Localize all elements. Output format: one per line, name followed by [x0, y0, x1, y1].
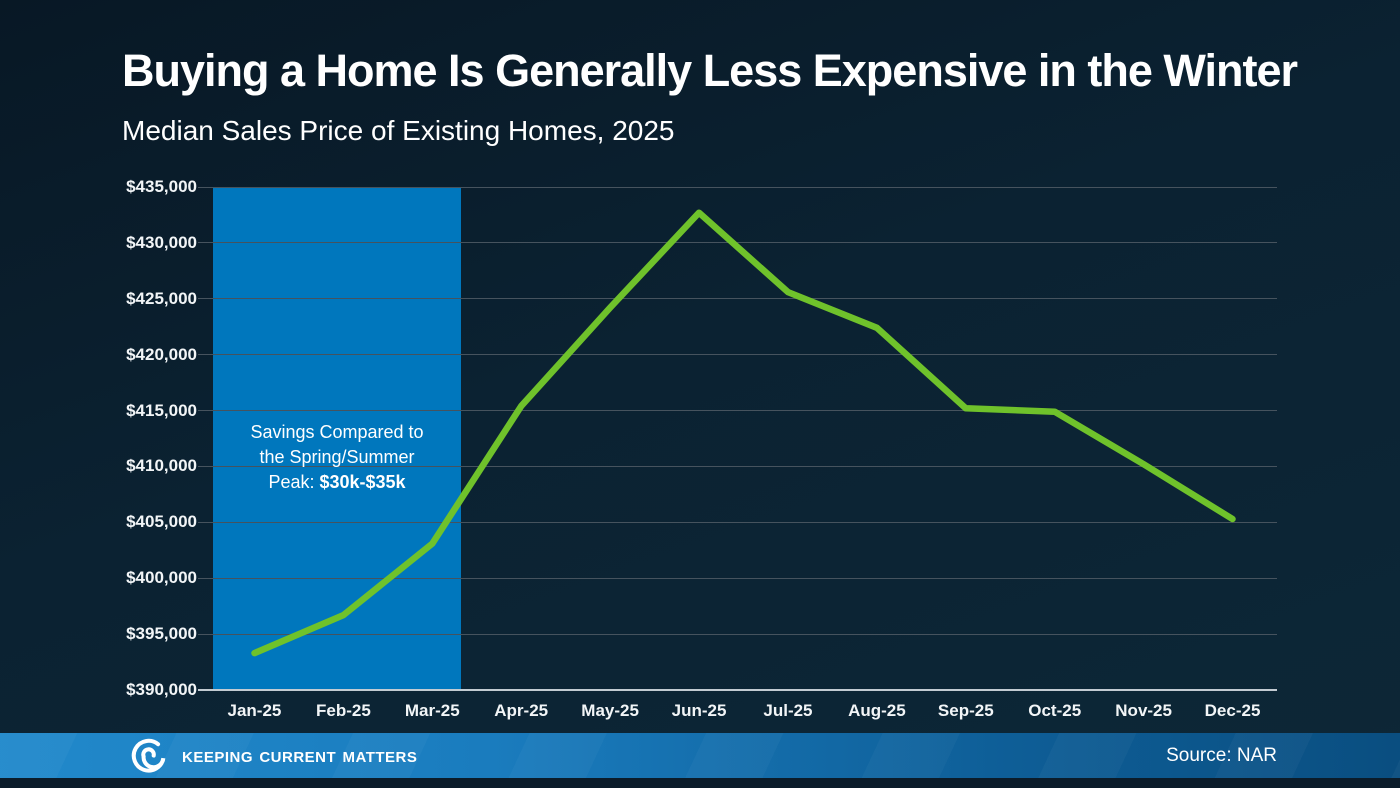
x-axis-tick-label: Jan-25	[227, 701, 282, 720]
x-axis-tick-label: Jul-25	[763, 701, 813, 720]
brand-lockup: Keeping Current Matters	[127, 735, 417, 777]
kcm-swirl-icon	[131, 738, 166, 773]
page-subtitle: Median Sales Price of Existing Homes, 20…	[122, 115, 675, 146]
bottom-strip	[0, 778, 1400, 788]
x-axis-tick-label: Sep-25	[937, 701, 994, 720]
x-axis-tick-label: Jun-25	[671, 701, 727, 720]
y-axis-tick-label: $425,000	[126, 288, 197, 308]
source-label: Source: NAR	[1166, 744, 1277, 766]
savings-annotation: Savings Compared to the Spring/Summer Pe…	[213, 420, 461, 495]
x-axis-tick-label: May-25	[581, 701, 639, 720]
x-axis-tick-label: Oct-25	[1028, 701, 1082, 720]
price-line-chart	[251, 209, 1236, 657]
savings-annotation-line3: Peak: $30k-$35k	[268, 472, 406, 492]
x-axis-tick-label: Nov-25	[1115, 701, 1172, 720]
gridline	[198, 410, 1277, 412]
brand-name: Keeping Current Matters	[182, 743, 418, 767]
savings-amount: $30k-$35k	[319, 472, 406, 492]
x-axis-tick-label: Mar-25	[404, 701, 460, 720]
gridline	[198, 186, 1277, 188]
gridline	[198, 633, 1277, 635]
y-axis-tick-label: $430,000	[126, 232, 197, 252]
y-axis-tick-label: $400,000	[126, 568, 197, 588]
gridline	[198, 354, 1277, 356]
y-axis-tick-label: $410,000	[126, 456, 197, 476]
y-axis-tick-label: $420,000	[126, 344, 197, 364]
header: Buying a Home Is Generally Less Expensiv…	[122, 45, 1298, 147]
y-axis-tick-label: $395,000	[126, 624, 197, 644]
savings-annotation-line1: Savings Compared to	[250, 422, 424, 442]
x-axis-tick-label: Dec-25	[1204, 701, 1261, 720]
winter-highlight-region	[213, 187, 461, 690]
page-title: Buying a Home Is Generally Less Expensiv…	[122, 45, 1298, 96]
y-axis-tick-label: $405,000	[126, 512, 197, 532]
savings-annotation-line2: the Spring/Summer	[259, 447, 415, 467]
x-axis-tick-label: Aug-25	[848, 701, 906, 720]
y-axis-tick-label: $390,000	[126, 680, 197, 699]
y-axis-tick-label: $435,000	[126, 177, 197, 196]
median-price-line	[251, 209, 1236, 657]
footer: Keeping Current Matters Source: NAR	[0, 733, 1400, 778]
gridline	[198, 465, 1277, 467]
x-axis-labels: Jan-25 Feb-25 Mar-25 Apr-25 May-25 Jun-25 Jul-…	[210, 701, 1277, 723]
gridline	[198, 521, 1277, 523]
x-axis-line	[198, 689, 1277, 691]
x-axis-tick-label: Apr-25	[494, 701, 549, 720]
y-axis-tick-label: $415,000	[126, 400, 197, 420]
grid-and-yaxis: $390,000 $395,000 $400,000 $405,000 $410,000…	[126, 177, 1277, 699]
gridline	[198, 298, 1277, 300]
gridline	[198, 577, 1277, 579]
plot-area: $390,000 $395,000 $400,000 $405,000 $410,000…	[126, 177, 1277, 720]
x-axis-tick-label: Feb-25	[315, 701, 371, 720]
